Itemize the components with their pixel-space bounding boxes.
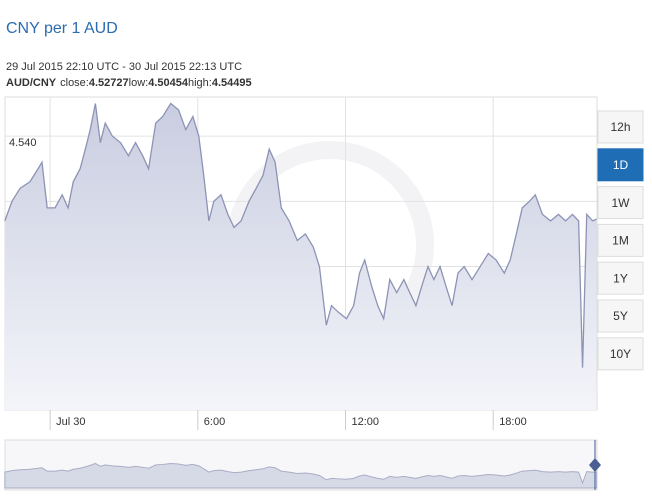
stat-value: 4.52727 — [89, 77, 129, 89]
navigator-handle — [589, 458, 601, 472]
range-button-label[interactable]: 10Y — [610, 347, 631, 361]
range-button[interactable]: 1W — [597, 186, 644, 220]
range-button-bg — [597, 186, 644, 220]
stat-value: 4.50454 — [148, 77, 189, 89]
range-button-bg — [597, 299, 644, 333]
navigator-area — [4, 462, 598, 489]
range-button[interactable]: 5Y — [597, 299, 644, 333]
range-button[interactable]: 10Y — [597, 337, 644, 371]
y-tick-label: 4.540 — [9, 137, 37, 149]
area-fill — [4, 103, 597, 410]
x-tick-label: 6:00 — [204, 416, 225, 428]
stat-value: 4.54495 — [212, 77, 252, 89]
range-button-label[interactable]: 1W — [612, 196, 631, 210]
x-tick-label: Jul 30 — [56, 416, 85, 428]
range-button-label[interactable]: 1Y — [613, 271, 628, 285]
stat-label: low: — [129, 77, 149, 89]
range-button-bg — [597, 261, 644, 295]
pair: AUD/CNY — [6, 77, 57, 89]
range-button-label[interactable]: 5Y — [613, 309, 628, 323]
range-button-bg — [597, 110, 644, 144]
range-button[interactable]: 12h — [597, 110, 644, 144]
range-button-label[interactable]: 1D — [613, 158, 629, 172]
range-button[interactable]: 1Y — [597, 261, 644, 295]
range-button[interactable]: 1M — [597, 223, 644, 257]
price-line — [4, 102, 597, 368]
range-button[interactable]: 1D — [597, 148, 644, 182]
x-tick-label: 18:00 — [499, 416, 527, 428]
stat-label: close: — [60, 77, 89, 89]
subtitle: 29 Jul 2015 22:10 UTC - 30 Jul 2015 22:1… — [6, 61, 242, 73]
stats: AUD/CNY close:4.52727low:4.50454high:4.54… — [6, 77, 252, 89]
range-button-bg — [597, 148, 644, 182]
range-button-label[interactable]: 12h — [610, 120, 630, 134]
range-button-bg — [597, 337, 644, 371]
range-button-bg — [597, 223, 644, 257]
stat-label: high: — [188, 77, 212, 89]
x-tick-label: 12:00 — [352, 416, 380, 428]
chart-title: CNY per 1 AUD — [6, 20, 118, 37]
range-button-label[interactable]: 1M — [612, 234, 629, 248]
